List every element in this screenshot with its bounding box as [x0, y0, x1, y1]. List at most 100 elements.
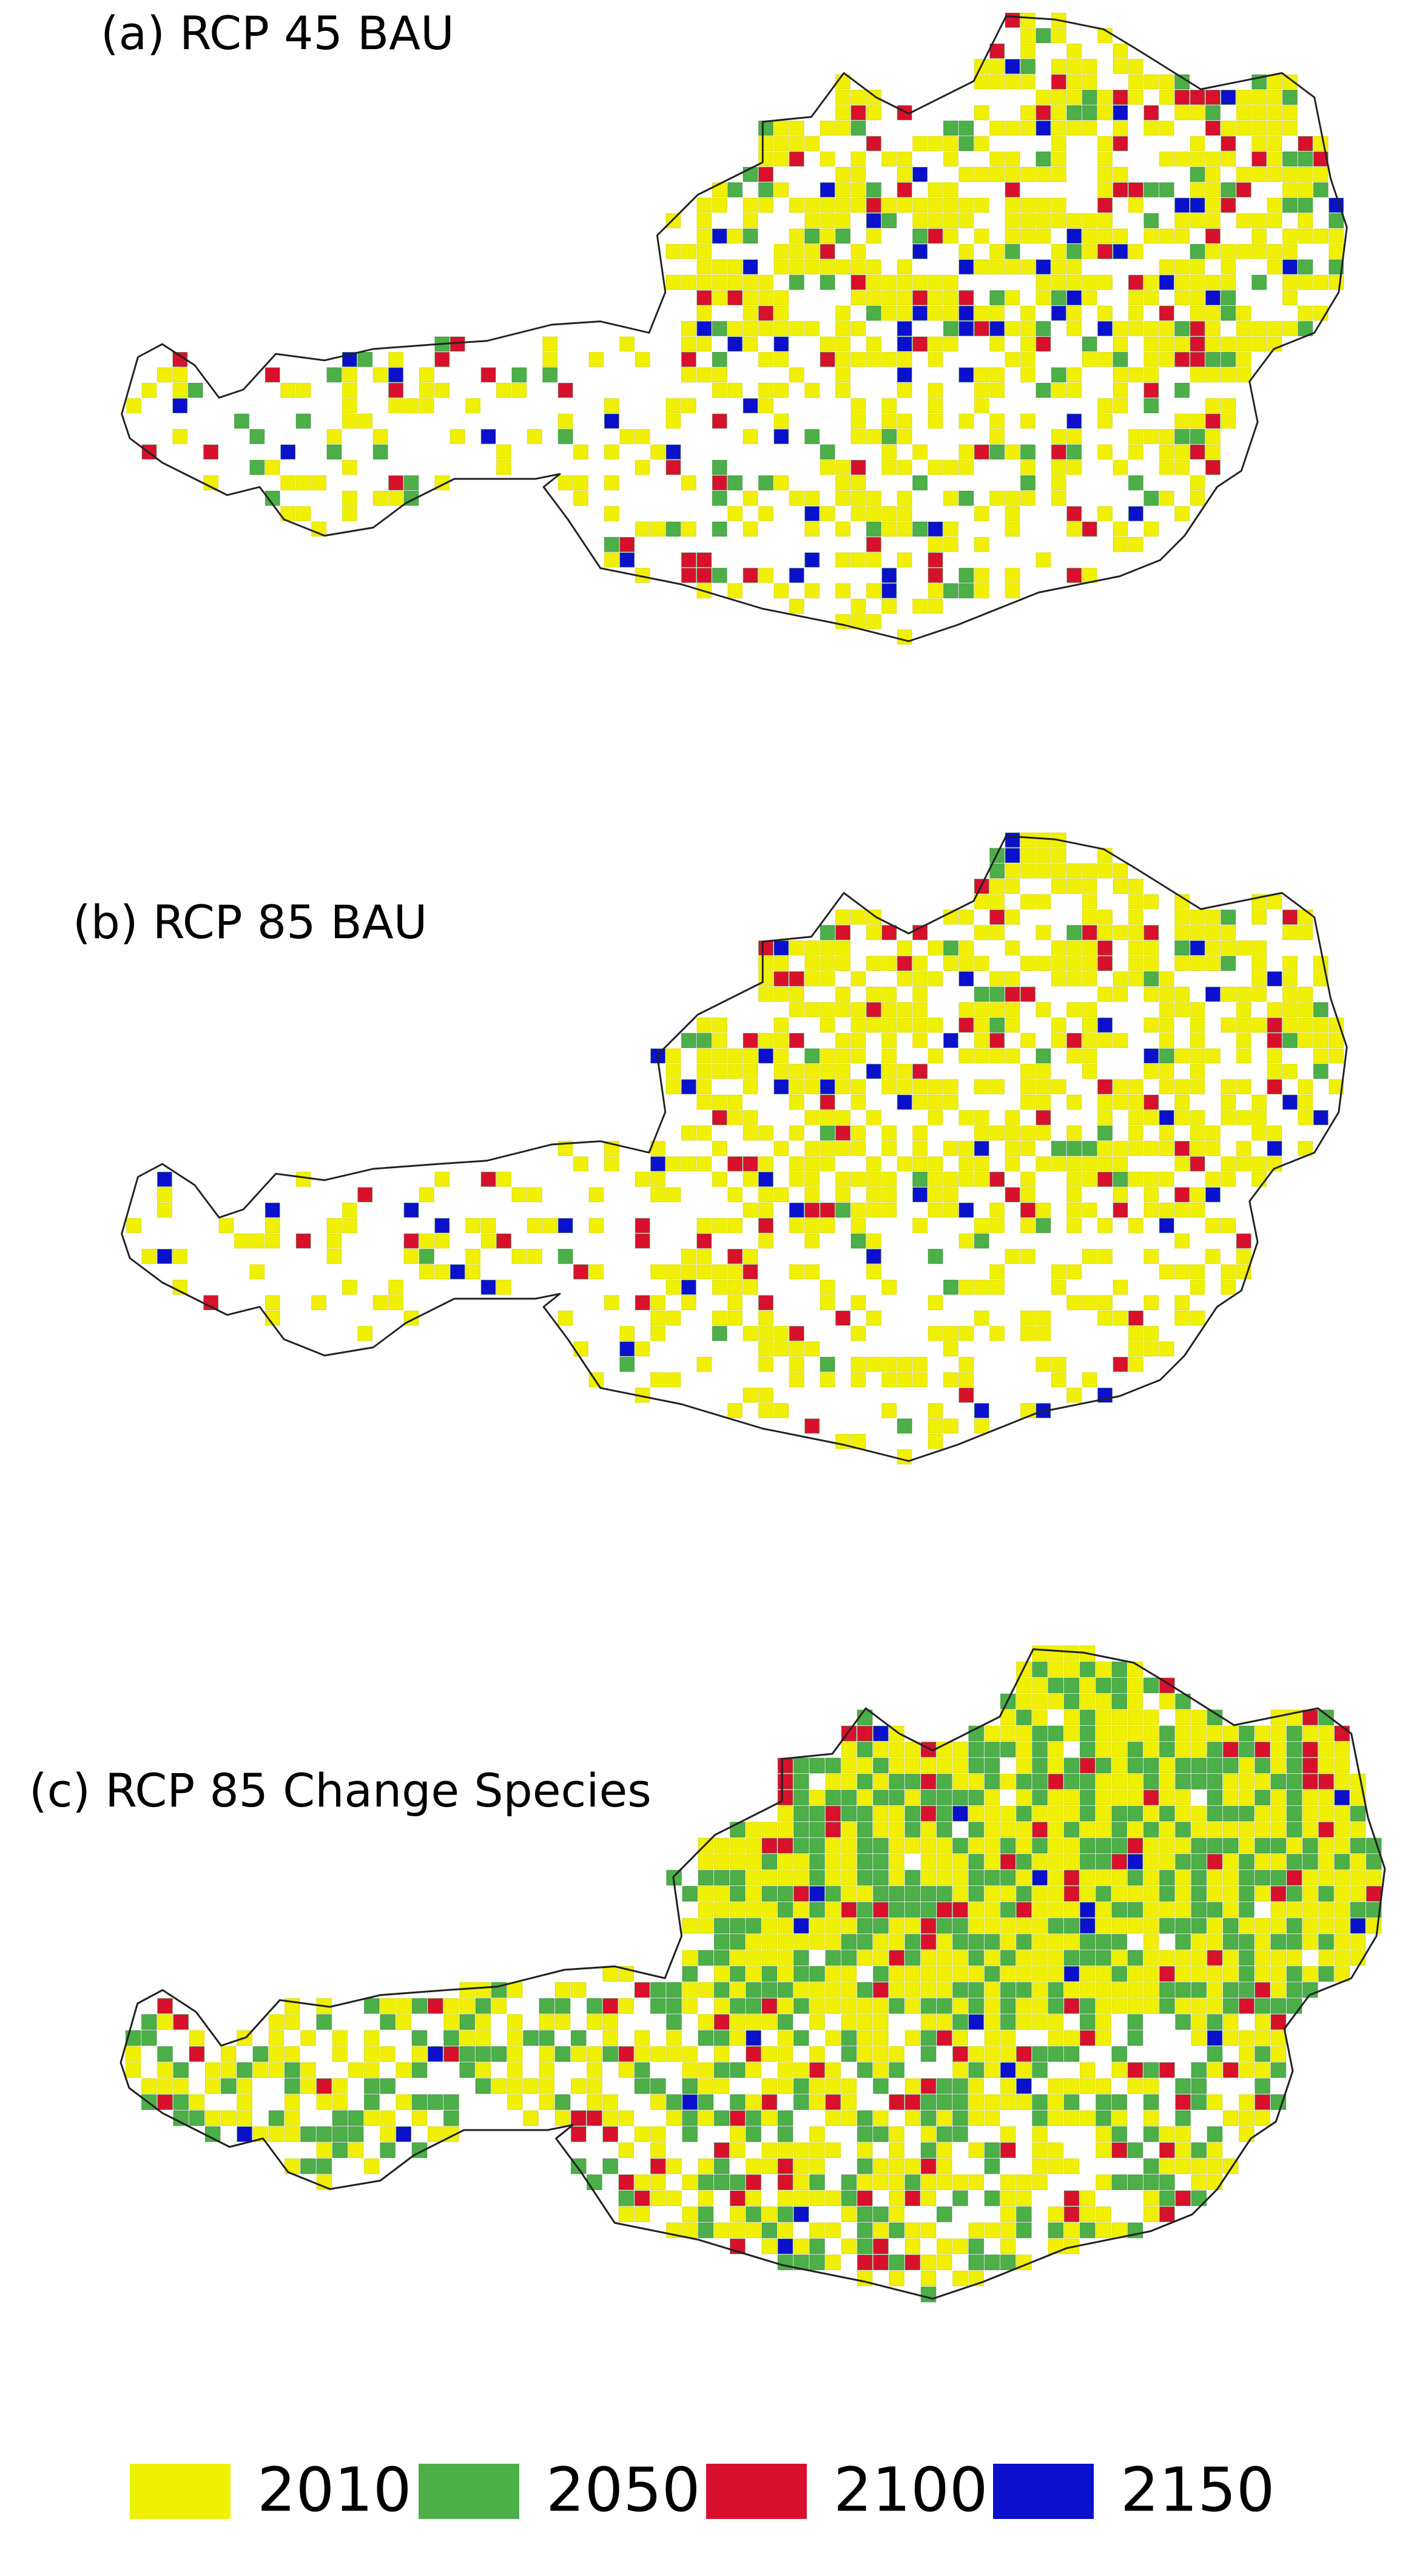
grid-cell	[850, 259, 866, 275]
grid-cell	[820, 506, 835, 521]
grid-cell	[1032, 1822, 1048, 1837]
grid-cell	[1020, 1064, 1036, 1079]
grid-cell	[1190, 925, 1205, 941]
grid-cell	[1302, 1870, 1318, 1886]
grid-cell	[841, 1854, 857, 1870]
grid-cell	[157, 2094, 173, 2110]
grid-cell	[1051, 382, 1066, 398]
grid-cell	[850, 475, 866, 491]
grid-cell	[1036, 1156, 1051, 1172]
grid-cell	[650, 444, 665, 460]
grid-cell	[1128, 74, 1143, 90]
grid-cell	[480, 429, 496, 444]
grid-cell	[295, 475, 311, 491]
grid-cell	[696, 552, 712, 568]
grid-cell	[1113, 89, 1128, 105]
grid-cell	[850, 290, 866, 306]
grid-cell	[1032, 2126, 1048, 2142]
grid-cell	[1016, 2046, 1032, 2062]
grid-cell	[943, 1202, 958, 1218]
grid-cell	[542, 1218, 558, 1233]
grid-cell	[857, 2126, 873, 2142]
grid-cell	[1048, 1950, 1064, 1966]
grid-cell	[984, 1774, 1000, 1790]
grid-cell	[984, 1854, 1000, 1870]
grid-cell	[850, 971, 866, 987]
grid-cell	[1174, 1295, 1190, 1311]
grid-cell	[866, 136, 881, 151]
grid-cell	[809, 2222, 825, 2239]
grid-cell	[912, 475, 928, 491]
grid-cell	[1079, 2014, 1096, 2030]
grid-cell	[1051, 74, 1066, 90]
grid-cell	[450, 1264, 465, 1280]
grid-cell	[912, 197, 928, 213]
grid-cell	[897, 336, 912, 352]
grid-cell	[866, 1002, 881, 1018]
grid-cell	[773, 1341, 789, 1357]
grid-cell	[958, 1387, 974, 1403]
grid-cell	[943, 1079, 958, 1095]
grid-cell	[758, 321, 773, 336]
grid-cell	[1191, 1934, 1207, 1950]
grid-cell	[889, 1918, 904, 1934]
grid-cell	[539, 2094, 555, 2110]
grid-cell	[1174, 940, 1190, 956]
grid-cell	[1143, 1885, 1159, 1902]
grid-cell	[920, 2126, 937, 2142]
grid-cell	[952, 1934, 968, 1950]
grid-cell	[1159, 1885, 1175, 1902]
grid-cell	[1191, 2078, 1207, 2094]
grid-cell	[1079, 1774, 1096, 1790]
grid-cell	[1255, 1998, 1270, 2014]
grid-cell	[866, 197, 881, 213]
grid-cell	[1066, 1048, 1082, 1064]
grid-cell	[665, 521, 681, 537]
grid-cell	[804, 940, 820, 956]
grid-cell	[1239, 2126, 1255, 2142]
grid-cell	[1032, 1885, 1048, 1902]
grid-cell	[1082, 74, 1097, 90]
grid-cell	[804, 1264, 820, 1280]
grid-cell	[1282, 290, 1298, 306]
grid-cell	[889, 2158, 904, 2174]
grid-cell	[1159, 459, 1174, 475]
grid-cell	[1032, 2142, 1048, 2158]
grid-cell	[1191, 2174, 1207, 2190]
grid-cell	[635, 352, 650, 367]
grid-cell	[342, 367, 357, 383]
grid-cell	[1207, 1966, 1223, 1982]
grid-cell	[681, 336, 696, 352]
grid-cell	[777, 1774, 793, 1790]
grid-cell	[873, 2254, 889, 2271]
grid-cell	[1159, 259, 1174, 275]
grid-cell	[1005, 940, 1020, 956]
grid-cell	[943, 1141, 958, 1156]
grid-cell	[897, 321, 912, 336]
grid-cell	[912, 971, 928, 987]
grid-cell	[249, 1264, 265, 1280]
grid-cell	[1175, 1885, 1191, 1902]
grid-cell	[1051, 490, 1066, 506]
grid-cell	[835, 490, 850, 506]
grid-cell	[857, 1742, 873, 1757]
grid-cell	[904, 1774, 921, 1790]
grid-cell	[820, 444, 835, 460]
grid-cell	[1205, 940, 1221, 956]
grid-cell	[789, 1064, 804, 1079]
grid-cell	[1016, 1918, 1032, 1934]
grid-cell	[761, 2078, 778, 2094]
grid-cell	[1207, 2030, 1223, 2046]
grid-cell	[835, 1141, 850, 1156]
grid-cell	[758, 290, 773, 306]
grid-cell	[1111, 1693, 1127, 1709]
grid-cell	[1111, 1757, 1127, 1774]
grid-cell	[777, 2014, 793, 2030]
grid-cell	[897, 506, 912, 521]
grid-cell	[1063, 1822, 1080, 1837]
grid-cell	[1036, 1079, 1051, 1095]
grid-cell	[850, 105, 866, 121]
grid-cell	[698, 2158, 714, 2174]
grid-cell	[727, 475, 743, 491]
